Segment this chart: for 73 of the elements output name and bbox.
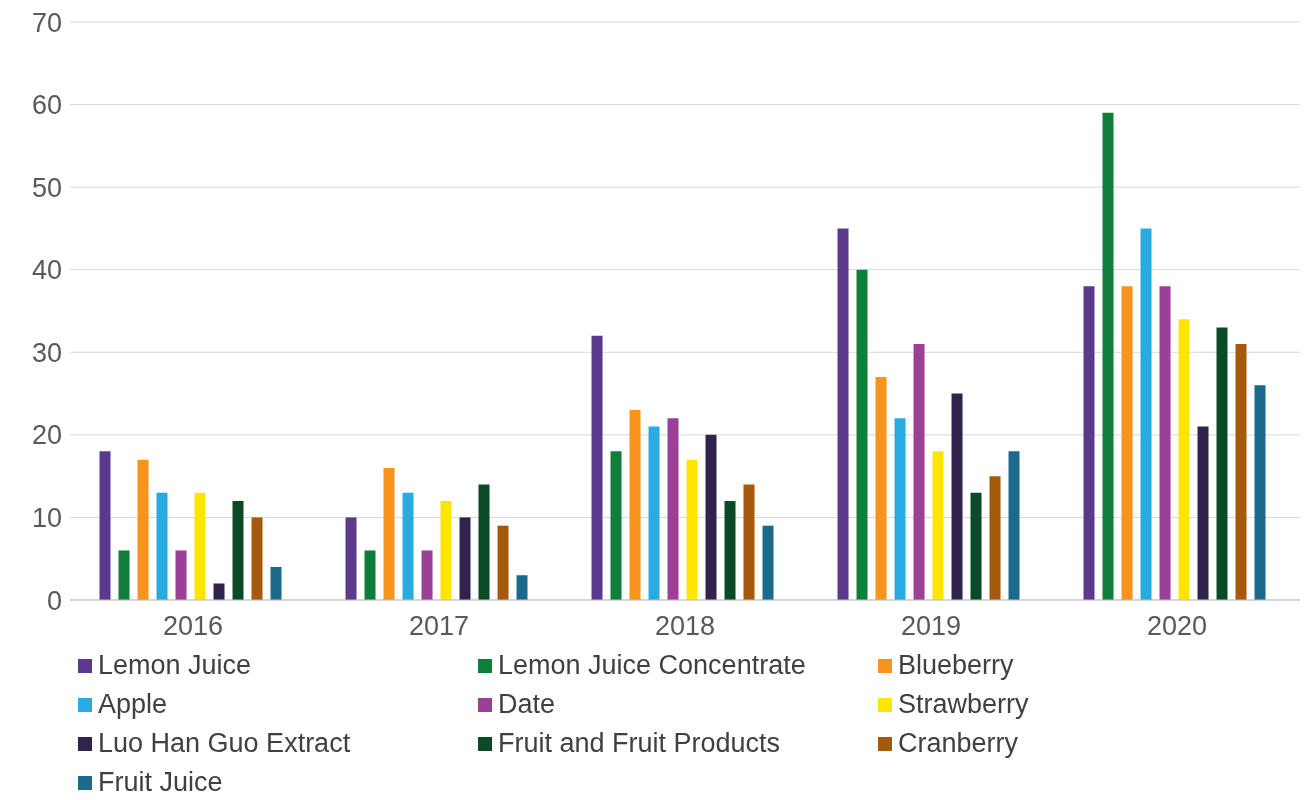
bar xyxy=(1178,319,1190,600)
bar xyxy=(270,566,282,600)
bar xyxy=(402,492,414,600)
bar xyxy=(667,418,679,600)
bar xyxy=(1102,112,1114,600)
legend-label: Lemon Juice xyxy=(98,650,252,681)
bar xyxy=(459,517,471,600)
y-tick-label: 60 xyxy=(31,90,62,121)
bar xyxy=(591,335,603,600)
bar xyxy=(1083,286,1095,600)
bar xyxy=(478,484,490,600)
legend-label: Lemon Juice Concentrate xyxy=(498,650,806,681)
bar xyxy=(894,418,906,600)
y-tick-label: 50 xyxy=(31,172,62,203)
bar xyxy=(913,344,925,600)
bar xyxy=(648,426,660,600)
x-tick-label: 2017 xyxy=(408,611,470,642)
bar xyxy=(383,467,395,600)
bar xyxy=(421,550,433,600)
bar xyxy=(686,459,698,600)
bar xyxy=(932,451,944,600)
legend-label: Strawberry xyxy=(898,689,1029,720)
bar xyxy=(1254,385,1266,600)
x-tick-label: 2018 xyxy=(654,611,716,642)
bar xyxy=(1159,286,1171,600)
bar xyxy=(1121,286,1133,600)
bar xyxy=(99,451,111,600)
bar xyxy=(516,575,528,600)
bar xyxy=(118,550,130,600)
bar xyxy=(629,410,641,600)
bar xyxy=(1008,451,1020,600)
bar xyxy=(610,451,622,600)
legend-label: Apple xyxy=(98,689,168,720)
bar xyxy=(213,583,225,600)
x-tick-label: 2019 xyxy=(900,611,962,642)
x-tick-label: 2016 xyxy=(162,611,224,642)
legend-label: Luo Han Guo Extract xyxy=(98,728,351,759)
bar xyxy=(875,377,887,600)
bar xyxy=(989,476,1001,600)
y-tick-label: 70 xyxy=(31,7,62,38)
bar xyxy=(1140,228,1152,600)
bar xyxy=(762,525,774,600)
bar xyxy=(951,393,963,600)
legend-label: Fruit and Fruit Products xyxy=(498,728,781,759)
bar xyxy=(724,500,736,600)
bar xyxy=(232,500,244,600)
bar xyxy=(1197,426,1209,600)
legend-label: Date xyxy=(498,689,556,720)
bar xyxy=(837,228,849,600)
bar xyxy=(497,525,509,600)
x-tick-label: 2020 xyxy=(1146,611,1208,642)
y-tick-label: 10 xyxy=(31,503,62,534)
legend-label: Blueberry xyxy=(898,650,1014,681)
y-tick-label: 40 xyxy=(31,255,62,286)
y-tick-label: 0 xyxy=(46,585,62,616)
bar xyxy=(251,517,263,600)
legend-label: Fruit Juice xyxy=(98,767,223,798)
bar xyxy=(970,492,982,600)
bar xyxy=(364,550,376,600)
y-tick-label: 20 xyxy=(31,420,62,451)
bar xyxy=(705,434,717,600)
bar xyxy=(440,500,452,600)
bar xyxy=(194,492,206,600)
bar xyxy=(1235,344,1247,600)
bar xyxy=(743,484,755,600)
y-tick-label: 30 xyxy=(31,337,62,368)
legend-label: Cranberry xyxy=(898,728,1019,759)
bar xyxy=(345,517,357,600)
bar xyxy=(856,269,868,600)
bar xyxy=(156,492,168,600)
bar xyxy=(175,550,187,600)
bar xyxy=(1216,327,1228,600)
bar xyxy=(137,459,149,600)
